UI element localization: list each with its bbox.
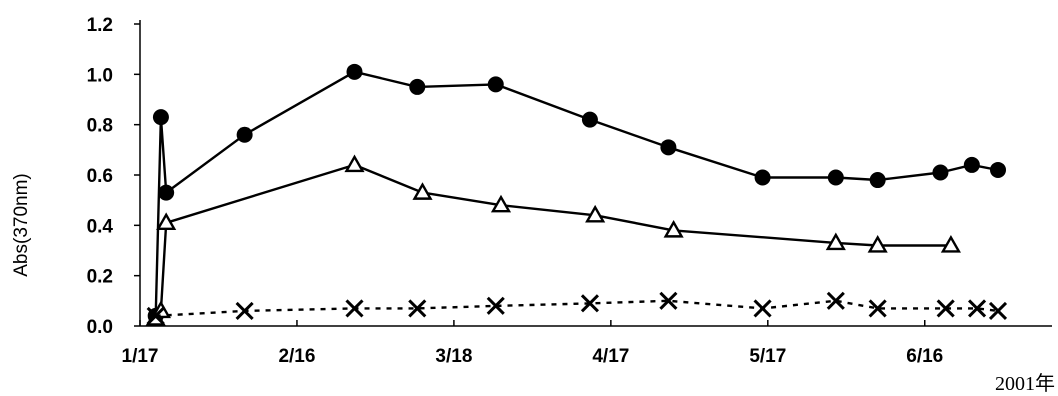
data-point-circle <box>346 63 363 80</box>
data-point-circle <box>963 156 980 173</box>
y-tick-label: 0.4 <box>87 216 114 237</box>
cross-stroke <box>659 291 678 310</box>
x-tick-label: 3/18 <box>435 346 472 367</box>
data-point-cross <box>146 306 165 325</box>
cross-stroke <box>146 306 165 325</box>
x-tick-label: 4/17 <box>592 346 629 367</box>
data-point-cross <box>868 299 887 318</box>
series-filled-circle <box>147 63 1006 324</box>
data-point-cross <box>580 294 599 313</box>
data-point-cross <box>753 299 772 318</box>
y-tick-label: 0.8 <box>87 116 113 137</box>
data-point-circle <box>581 111 598 128</box>
data-point-circle <box>236 126 253 143</box>
cross-stroke <box>345 299 364 318</box>
x-tick-label: 2/16 <box>278 346 315 367</box>
cross-stroke <box>580 294 599 313</box>
y-tick-label: 0.0 <box>87 317 113 338</box>
data-point-circle <box>660 139 677 156</box>
data-point-circle <box>158 184 175 201</box>
data-point-cross <box>936 299 955 318</box>
series-layer <box>145 63 1008 326</box>
x-axis-title: 2001年 <box>995 372 1055 395</box>
y-tick-label: 1.0 <box>87 65 113 86</box>
data-point-cross <box>345 299 364 318</box>
cross-stroke <box>868 299 887 318</box>
cross-stroke <box>486 296 505 315</box>
y-tick-label: 0.2 <box>87 267 113 288</box>
data-point-triangle <box>825 232 846 251</box>
cross-stroke <box>235 301 254 320</box>
cross-stroke <box>988 301 1008 320</box>
x-tick-label: 6/16 <box>906 346 943 367</box>
data-point-triangle <box>412 182 433 200</box>
data-point-circle <box>990 161 1006 178</box>
data-point-circle <box>932 164 949 181</box>
data-point-triangle <box>156 212 177 231</box>
data-point-circle <box>869 172 886 189</box>
series-line <box>154 70 999 316</box>
data-point-triangle <box>663 219 684 238</box>
data-point-cross <box>826 291 845 310</box>
data-point-triangle <box>867 235 888 253</box>
data-point-triangle <box>585 204 606 223</box>
data-point-circle <box>754 169 771 186</box>
series-open-triangle <box>145 154 961 326</box>
cross-stroke <box>826 291 845 310</box>
data-point-cross <box>659 291 678 310</box>
data-point-circle <box>827 169 844 186</box>
data-point-circle <box>409 78 426 95</box>
y-tick-label: 1.2 <box>87 15 113 36</box>
y-axis-title: Abs(370nm) <box>11 173 32 277</box>
y-tick-label: 0.6 <box>87 166 113 187</box>
data-point-cross <box>968 299 987 318</box>
data-point-circle <box>152 109 169 126</box>
data-point-triangle <box>490 194 512 213</box>
data-point-cross <box>486 296 505 315</box>
data-point-cross <box>988 301 1008 320</box>
data-point-circle <box>487 76 504 93</box>
data-point-triangle <box>344 154 365 173</box>
data-point-cross <box>408 299 427 318</box>
cross-stroke <box>753 299 772 318</box>
cross-stroke <box>968 299 987 318</box>
data-point-cross <box>235 301 254 320</box>
cross-stroke <box>936 299 955 318</box>
data-point-triangle <box>940 235 961 253</box>
x-tick-label: 5/17 <box>749 346 786 367</box>
cross-stroke <box>408 299 427 318</box>
axes: 0.0 0.2 0.4 0.6 0.8 1.0 1.2 1/17 2/16 3/18 4/17 5/1… <box>87 15 1052 367</box>
x-tick-label: 1/17 <box>122 346 159 367</box>
series-cross <box>146 291 1008 325</box>
